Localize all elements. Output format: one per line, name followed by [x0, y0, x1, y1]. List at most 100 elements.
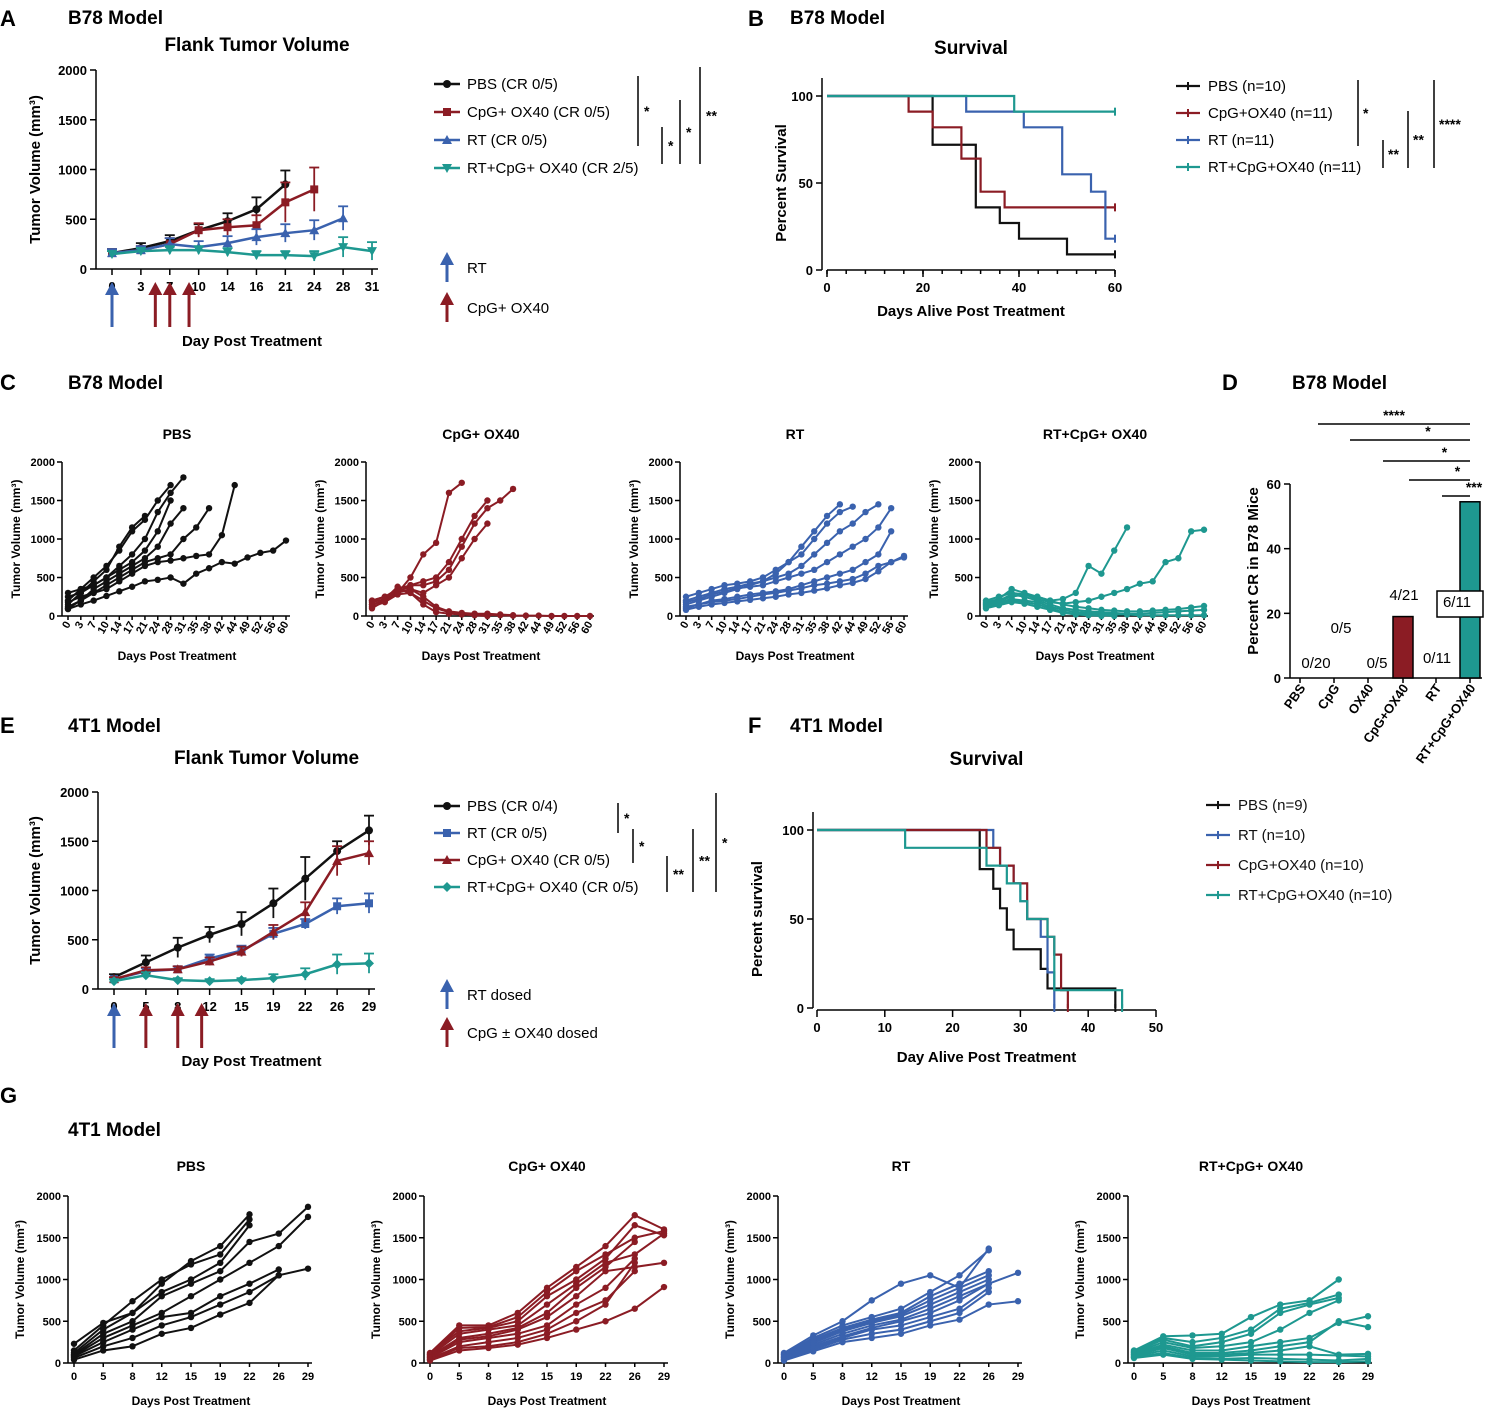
y-axis-label: Tumor Volume (mm³)	[927, 480, 941, 599]
x-tick-label: 15	[541, 1371, 553, 1383]
x-tick-label: 17	[1039, 620, 1056, 637]
legend-label: PBS (n=9)	[1238, 797, 1308, 814]
legend-label: RT (CR 0/5)	[467, 825, 547, 842]
mouse-point	[103, 585, 110, 593]
x-tick-label: 38	[816, 620, 833, 637]
x-tick-label: 19	[924, 1371, 936, 1383]
y-tick-label: 0	[806, 263, 813, 278]
mouse-point	[561, 612, 568, 620]
legend-marker	[443, 108, 451, 116]
significance-label: **	[1413, 132, 1424, 148]
series-2	[109, 840, 374, 984]
data-point	[205, 930, 214, 939]
mouse-point	[193, 552, 200, 560]
x-tick-label: 29	[658, 1371, 670, 1383]
mouse-point	[982, 605, 990, 612]
mouse-point	[811, 582, 818, 589]
mouse-point	[217, 1293, 224, 1300]
mouse-point	[1046, 606, 1054, 614]
x-tick-label: 52	[1167, 620, 1184, 637]
mouse-point	[141, 516, 149, 523]
panel-letter: B	[748, 6, 764, 31]
mouse-point	[849, 503, 856, 510]
mouse-point	[1335, 1297, 1342, 1304]
legend-label: RT (n=11)	[1208, 132, 1274, 149]
x-tick-label: 22	[1303, 1371, 1315, 1383]
mouse-point	[1187, 528, 1195, 535]
mouse-point	[70, 1356, 78, 1363]
mouse-point	[682, 598, 690, 606]
mouse-point	[394, 583, 401, 590]
y-tick-label: 0	[80, 262, 87, 277]
mouse-point	[180, 535, 187, 543]
mouse-point	[875, 568, 882, 575]
x-tick-label: 52	[867, 620, 884, 637]
mouse-point	[810, 1348, 817, 1355]
legend-marker	[442, 164, 452, 173]
x-tick-label: 22	[599, 1371, 611, 1383]
panel-letter: A	[0, 6, 16, 31]
mouse-point	[1247, 1313, 1255, 1321]
mouse-point	[103, 592, 110, 600]
significance-label: *	[639, 838, 645, 854]
data-point	[193, 246, 204, 256]
mouse-point	[180, 505, 187, 512]
mouse-point	[1200, 606, 1208, 614]
data-point	[364, 958, 374, 969]
x-tick-label: 0	[813, 1020, 820, 1035]
y-tick-label: 500	[655, 573, 673, 585]
mouse-line	[371, 591, 488, 617]
x-tick-label: 31	[790, 620, 807, 637]
mouse-point	[471, 535, 478, 543]
mouse-point	[128, 551, 136, 558]
mouse-point	[282, 537, 290, 544]
mouse-point	[586, 612, 594, 620]
significance-label: *	[722, 835, 728, 851]
data-label: 6/11	[1443, 594, 1471, 611]
mouse-point	[862, 570, 869, 577]
mouse-point	[205, 551, 213, 558]
mouse-point	[1111, 589, 1118, 597]
mouse-point	[420, 551, 427, 558]
mouse-point	[746, 583, 754, 590]
mouse-point	[785, 591, 792, 598]
cpg-key-arrow	[440, 1017, 454, 1030]
x-tick-label: 5	[100, 1371, 106, 1383]
mouse-point	[862, 558, 869, 566]
mouse-trace	[982, 598, 1105, 620]
mouse-point	[1085, 562, 1092, 570]
mouse-point	[167, 574, 174, 581]
significance-label: ***	[1466, 479, 1483, 495]
mouse-line	[783, 1278, 990, 1358]
y-tick-label: 100	[782, 823, 804, 838]
series-line	[111, 245, 373, 258]
chart-title: Flank Tumor Volume	[174, 748, 359, 769]
mouse-point	[445, 610, 453, 617]
mouse-point	[458, 543, 465, 550]
mouse-point	[187, 1280, 195, 1287]
mouse-point	[897, 1280, 905, 1287]
significance-label: *	[644, 103, 650, 119]
data-point	[237, 919, 246, 928]
mouse-point	[1335, 1276, 1342, 1283]
cpg-dose-arrow	[148, 282, 163, 295]
mouse-point	[573, 1318, 580, 1325]
data-point	[204, 976, 215, 987]
data-label: 0/20	[1301, 655, 1330, 672]
y-tick-label: 1500	[1097, 1233, 1121, 1245]
x-tick-label: 38	[198, 620, 215, 637]
y-tick-label: 1500	[31, 496, 55, 508]
significance-label: *	[624, 810, 630, 826]
mouse-point	[187, 1313, 195, 1321]
mouse-point	[1277, 1358, 1284, 1365]
x-tick-label: 10	[400, 620, 417, 637]
mouse-point	[746, 596, 754, 604]
mouse-point	[721, 599, 728, 607]
legend-marker	[442, 135, 452, 144]
mouse-point	[154, 543, 161, 550]
mouse-point	[1335, 1318, 1342, 1325]
mouse-trace	[70, 1203, 312, 1358]
mouse-point	[1175, 555, 1182, 562]
